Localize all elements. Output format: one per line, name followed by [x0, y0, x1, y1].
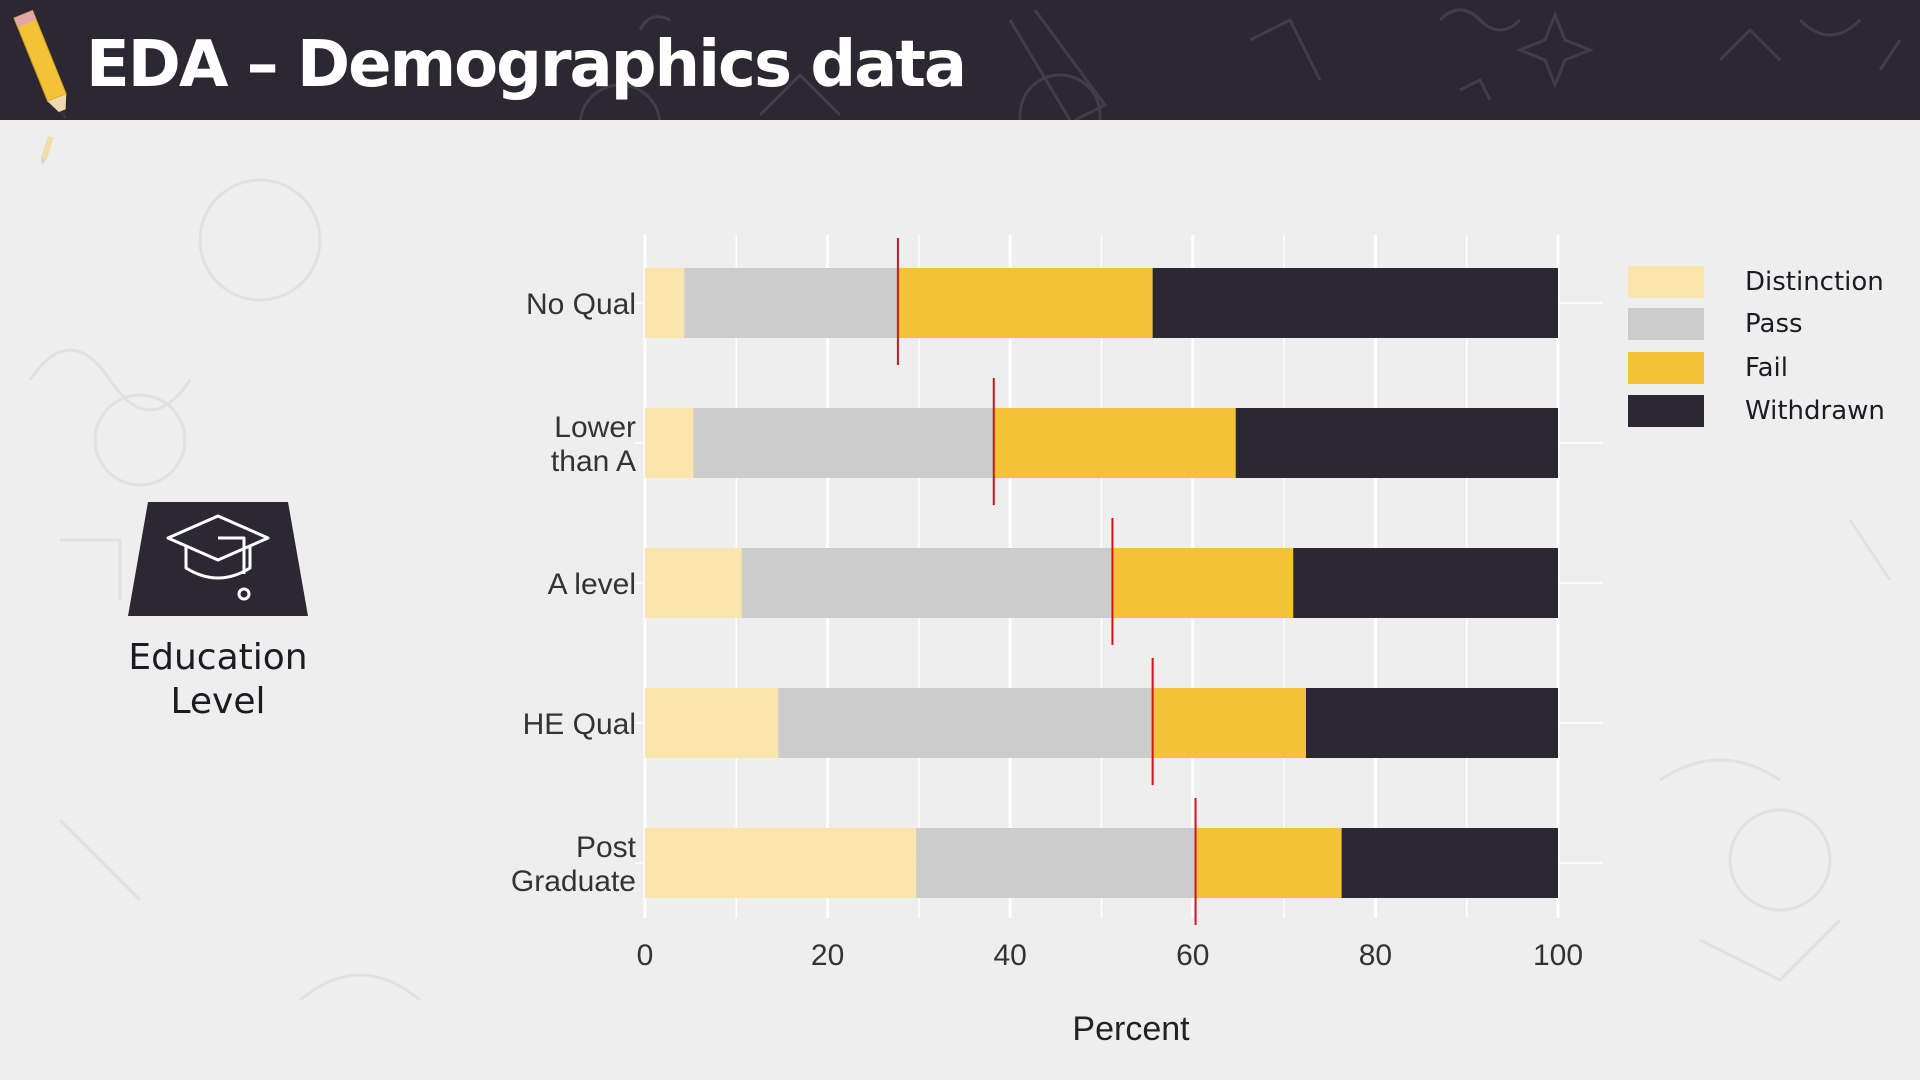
- pencil-icon: [13, 9, 67, 166]
- x-tick-label: 40: [994, 939, 1027, 972]
- category-label: No Qual: [526, 288, 636, 321]
- x-tick-label: 20: [811, 939, 844, 972]
- bar-pass: [684, 268, 898, 338]
- legend-swatch: [1628, 308, 1704, 340]
- category-label: HE Qual: [523, 708, 636, 741]
- bar-pass: [778, 688, 1153, 758]
- bar-fail: [1152, 688, 1307, 758]
- x-tick-label: 80: [1359, 939, 1392, 972]
- bar-fail: [1112, 548, 1294, 618]
- x-tick-label: 60: [1176, 939, 1209, 972]
- legend-label: Withdrawn: [1745, 396, 1885, 426]
- legend-label: Distinction: [1745, 267, 1884, 297]
- category-label: A level: [548, 568, 636, 601]
- x-tick-label: 0: [637, 939, 654, 972]
- background-doodles: [28, 178, 1892, 1002]
- bar-distinction: [645, 548, 742, 618]
- graduation-cap-icon: [128, 502, 308, 616]
- legend-label: Fail: [1745, 353, 1788, 383]
- bar-withdrawn: [1341, 828, 1558, 898]
- legend-swatch: [1628, 266, 1704, 298]
- category-label: Lower: [554, 411, 636, 444]
- bar-fail: [1195, 828, 1342, 898]
- education-level-label: Education Level: [98, 636, 338, 724]
- legend-swatch: [1628, 352, 1704, 384]
- category-label: Graduate: [511, 865, 636, 898]
- header-bar: EDA – Demographics data: [0, 0, 1920, 120]
- category-label: Post: [576, 831, 637, 864]
- bar-fail: [897, 268, 1153, 338]
- bar-withdrawn: [1306, 688, 1558, 758]
- legend-label: Pass: [1745, 309, 1803, 339]
- bar-pass: [916, 828, 1196, 898]
- bar-withdrawn: [1235, 408, 1558, 478]
- category-label: than A: [551, 445, 636, 478]
- bar-pass: [693, 408, 994, 478]
- bar-distinction: [645, 688, 779, 758]
- bar-fail: [993, 408, 1236, 478]
- header-doodles: [578, 8, 1902, 120]
- bar-pass: [741, 548, 1113, 618]
- bar-distinction: [645, 408, 694, 478]
- side-label-line2: Level: [170, 681, 266, 722]
- bar-distinction: [645, 268, 685, 338]
- legend-swatch: [1628, 395, 1704, 427]
- x-axis-title: Percent: [1072, 1010, 1190, 1048]
- bar-withdrawn: [1152, 268, 1558, 338]
- bar-distinction: [645, 828, 917, 898]
- bar-withdrawn: [1293, 548, 1558, 618]
- side-label-line1: Education: [128, 637, 308, 678]
- x-tick-label: 100: [1533, 939, 1583, 972]
- page-title: EDA – Demographics data: [86, 28, 967, 102]
